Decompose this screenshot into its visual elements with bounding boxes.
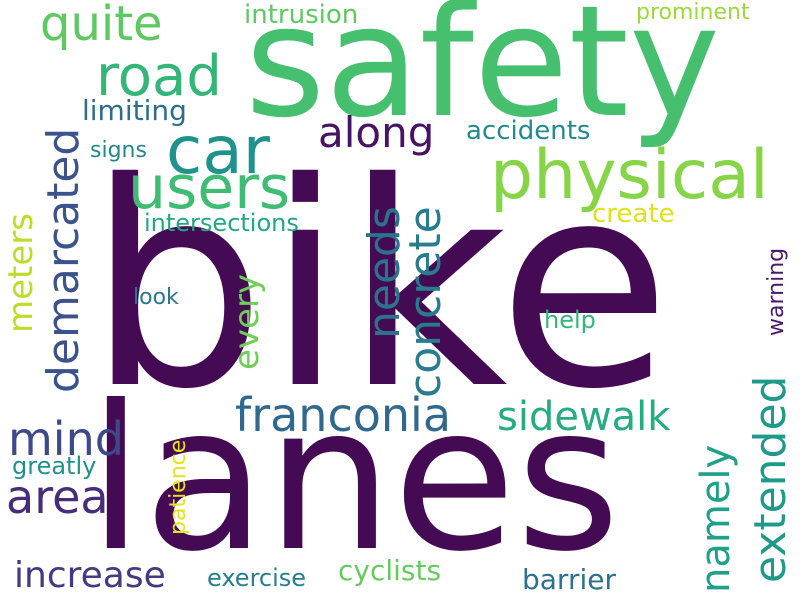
word-increase: increase: [14, 555, 166, 596]
word-lanes: lanes: [88, 363, 621, 596]
word-barrier: barrier: [522, 563, 616, 596]
word-franconia: franconia: [235, 388, 452, 442]
word-sidewalk: sidewalk: [497, 394, 671, 440]
word-limiting: limiting: [82, 94, 187, 127]
word-help: help: [544, 306, 596, 334]
word-exercise: exercise: [207, 564, 307, 592]
word-look: look: [133, 285, 179, 310]
word-area: area: [6, 470, 109, 524]
word-warning: warning: [764, 247, 789, 336]
word-signs: signs: [90, 138, 147, 163]
word-concrete: concrete: [400, 206, 451, 398]
word-extended: extended: [745, 375, 796, 583]
word-quite: quite: [40, 0, 163, 52]
word-namely: namely: [693, 444, 739, 593]
word-car: car: [166, 112, 270, 189]
word-demarcated: demarcated: [38, 127, 89, 393]
word-accidents: accidents: [466, 116, 591, 146]
word-greatly: greatly: [12, 452, 97, 480]
word-cyclists: cyclists: [338, 554, 442, 587]
word-safety: safety: [245, 0, 721, 152]
word-create: create: [592, 199, 675, 229]
word-along: along: [318, 108, 435, 157]
word-intersections: intersections: [144, 209, 299, 237]
word-bike: bike: [87, 122, 672, 451]
word-mind: mind: [8, 412, 124, 466]
word-prominent: prominent: [636, 0, 750, 25]
word-meters: meters: [1, 213, 41, 333]
word-patience: patience: [166, 439, 191, 535]
word-road: road: [96, 44, 222, 109]
word-physical: physical: [490, 136, 769, 215]
word-intrusion: intrusion: [244, 0, 359, 30]
word-users: users: [128, 153, 291, 223]
word-every: every: [227, 273, 267, 370]
